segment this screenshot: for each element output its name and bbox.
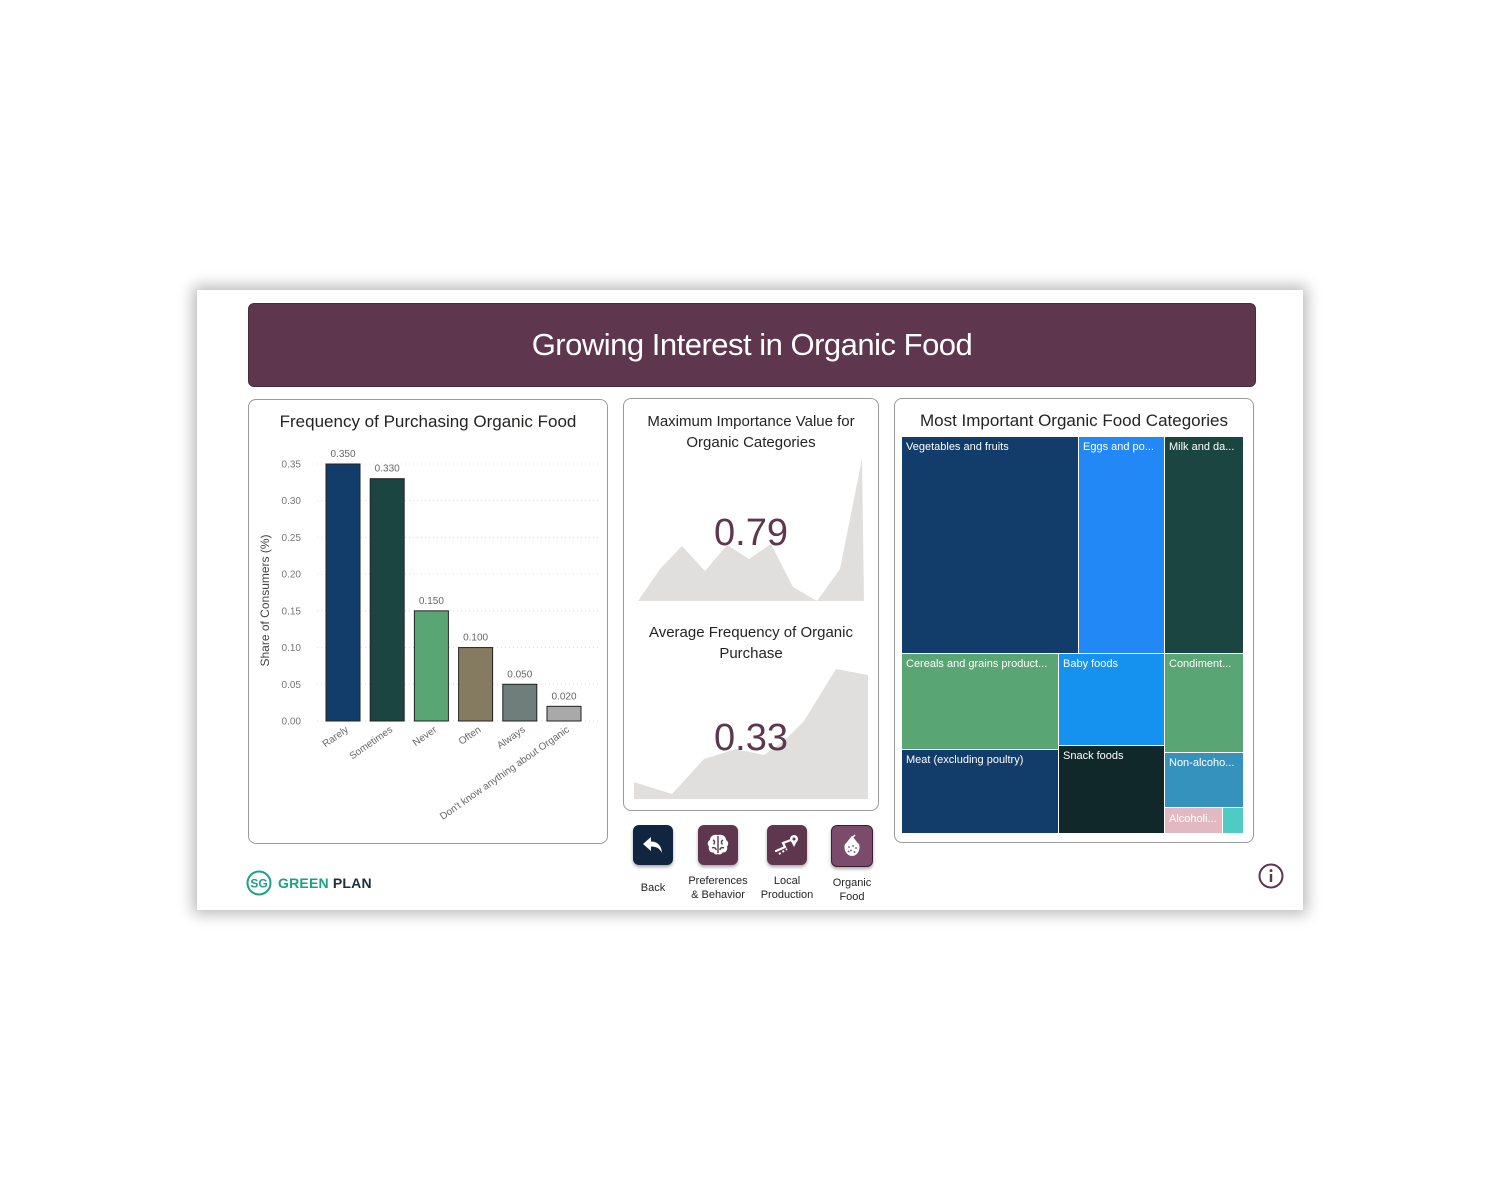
page-title: Growing Interest in Organic Food: [531, 327, 973, 362]
kpi-avg-frequency-title: Average Frequency of Organic Purchase: [648, 624, 853, 662]
organic-label-line1: Organic: [832, 877, 872, 889]
tile-label: Cereals and grains product...: [906, 658, 1048, 670]
tile-label: Non-alcoho...: [1169, 757, 1235, 769]
kpi-max-importance-value: 0.79: [714, 512, 788, 554]
preferences-label-line1: Preferences: [688, 875, 748, 887]
back-label: Back: [640, 882, 666, 894]
bar-value-label: 0.330: [375, 464, 400, 475]
bar-chart-title: Frequency of Purchasing Organic Food: [279, 412, 577, 431]
bar-value-label: 0.100: [463, 633, 488, 644]
categories-treemap-card: Most Important Organic Food Categories V…: [894, 398, 1254, 843]
x-tick-label: Sometimes: [348, 724, 395, 762]
treemap-tile-milk-dairy[interactable]: Milk and da...: [1164, 436, 1244, 654]
tile-label: Baby foods: [1063, 658, 1119, 670]
treemap-tile-condiments[interactable]: Condiment...: [1164, 653, 1244, 753]
tile-label: Vegetables and fruits: [906, 441, 1009, 453]
y-tick-label: 0.25: [282, 533, 302, 544]
bar-1: [369, 478, 405, 722]
preferences-label: Preferences & Behavior: [683, 874, 753, 902]
strawberry-icon: [831, 825, 873, 867]
treemap-tile-non-alcoholic[interactable]: Non-alcoho...: [1164, 752, 1244, 808]
bar-0: [325, 463, 361, 722]
treemap-tile-eggs-poultry[interactable]: Eggs and po...: [1078, 436, 1165, 654]
tile-label: Meat (excluding poultry): [906, 754, 1024, 766]
treemap-tile-baby-foods[interactable]: Baby foods: [1058, 653, 1165, 746]
purchase-frequency-chart: 0.00 0.05 0.10 0.15 0.20 0.25 0.30 0.35 Share of…: [258, 449, 601, 823]
tile-label: Eggs and po...: [1083, 441, 1154, 453]
y-tick-label: 0.05: [282, 680, 302, 691]
y-tick-label: 0.10: [282, 643, 302, 654]
route-icon: [767, 825, 807, 865]
y-tick-label: 0.20: [282, 570, 302, 581]
bar-3: [458, 647, 494, 722]
tile-label: Milk and da...: [1169, 441, 1235, 453]
treemap-tile-vegetables-fruits[interactable]: Vegetables and fruits: [901, 436, 1079, 654]
y-tick-label: 0.30: [282, 496, 302, 507]
bar-4: [502, 683, 538, 722]
organic-food-label: Organic Food: [817, 876, 887, 904]
organic-label-line2: Food: [839, 891, 865, 903]
svg-text:SG: SG: [250, 877, 267, 891]
kpi-max-importance-title: Maximum Importance Value for Organic Cat…: [647, 413, 855, 451]
x-tick-label: Always: [495, 724, 527, 751]
preferences-behavior-button[interactable]: Preferences & Behavior: [683, 825, 753, 902]
treemap-tile-other[interactable]: [1222, 807, 1244, 834]
tile-label: Snack foods: [1063, 750, 1124, 762]
green-plan-logo: SG GREEN PLAN: [246, 870, 372, 896]
y-tick-label: 0.35: [282, 460, 302, 471]
logo-text-green: GREEN: [278, 875, 329, 891]
kpi-card: Maximum Importance Value for Organic Cat…: [623, 398, 879, 811]
kpi-avg-frequency-value: 0.33: [714, 717, 788, 759]
logo-mark: SG: [246, 870, 272, 896]
treemap-tile-cereals-grains[interactable]: Cereals and grains product...: [901, 653, 1059, 750]
local-label-line2: Production: [760, 889, 814, 901]
bar-value-label: 0.150: [419, 596, 444, 607]
organic-food-button[interactable]: Organic Food: [817, 825, 887, 904]
tile-label: Alcoholi...: [1169, 813, 1217, 825]
logo-text-plan: PLAN: [332, 875, 372, 891]
bar-value-label: 0.020: [551, 691, 576, 702]
bar-2: [413, 610, 449, 722]
kpi-sparklines: [634, 459, 868, 799]
info-icon: [1258, 863, 1284, 889]
y-tick-label: 0.15: [282, 606, 302, 617]
local-label-line1: Local: [773, 875, 801, 887]
local-production-label: Local Production: [752, 874, 822, 902]
report-page: Growing Interest in Organic Food Frequen…: [197, 290, 1303, 910]
categories-treemap: Vegetables and fruits Eggs and po... Mil…: [901, 436, 1244, 834]
treemap-tile-alcoholic[interactable]: Alcoholi...: [1164, 807, 1223, 834]
page-header: Growing Interest in Organic Food: [248, 303, 1256, 387]
back-arrow-icon: [633, 825, 673, 865]
bar-value-label: 0.050: [507, 669, 532, 680]
max-importance-sparkline: [638, 459, 864, 601]
bar-5: [546, 705, 582, 722]
info-button[interactable]: [1258, 863, 1284, 889]
y-axis-label: Share of Consumers (%): [258, 534, 272, 666]
purchase-frequency-card: Frequency of Purchasing Organic Food 0.0…: [248, 399, 608, 844]
y-tick-label: 0.00: [282, 717, 302, 728]
brain-icon: [698, 825, 738, 865]
x-tick-label: Often: [457, 724, 483, 747]
back-button[interactable]: Back: [618, 825, 688, 895]
treemap-tile-snack-foods[interactable]: Snack foods: [1058, 745, 1165, 834]
local-production-button[interactable]: Local Production: [752, 825, 822, 902]
x-tick-label: Rarely: [321, 724, 351, 750]
preferences-label-line2: & Behavior: [691, 889, 745, 901]
bar-value-label: 0.350: [330, 449, 355, 460]
x-tick-label: Never: [411, 724, 440, 749]
tile-label: Condiment...: [1169, 658, 1232, 670]
treemap-title: Most Important Organic Food Categories: [919, 411, 1229, 430]
logo-text: GREEN PLAN: [278, 875, 372, 891]
avg-frequency-sparkline: [634, 669, 868, 799]
treemap-tile-meat[interactable]: Meat (excluding poultry): [901, 749, 1059, 834]
